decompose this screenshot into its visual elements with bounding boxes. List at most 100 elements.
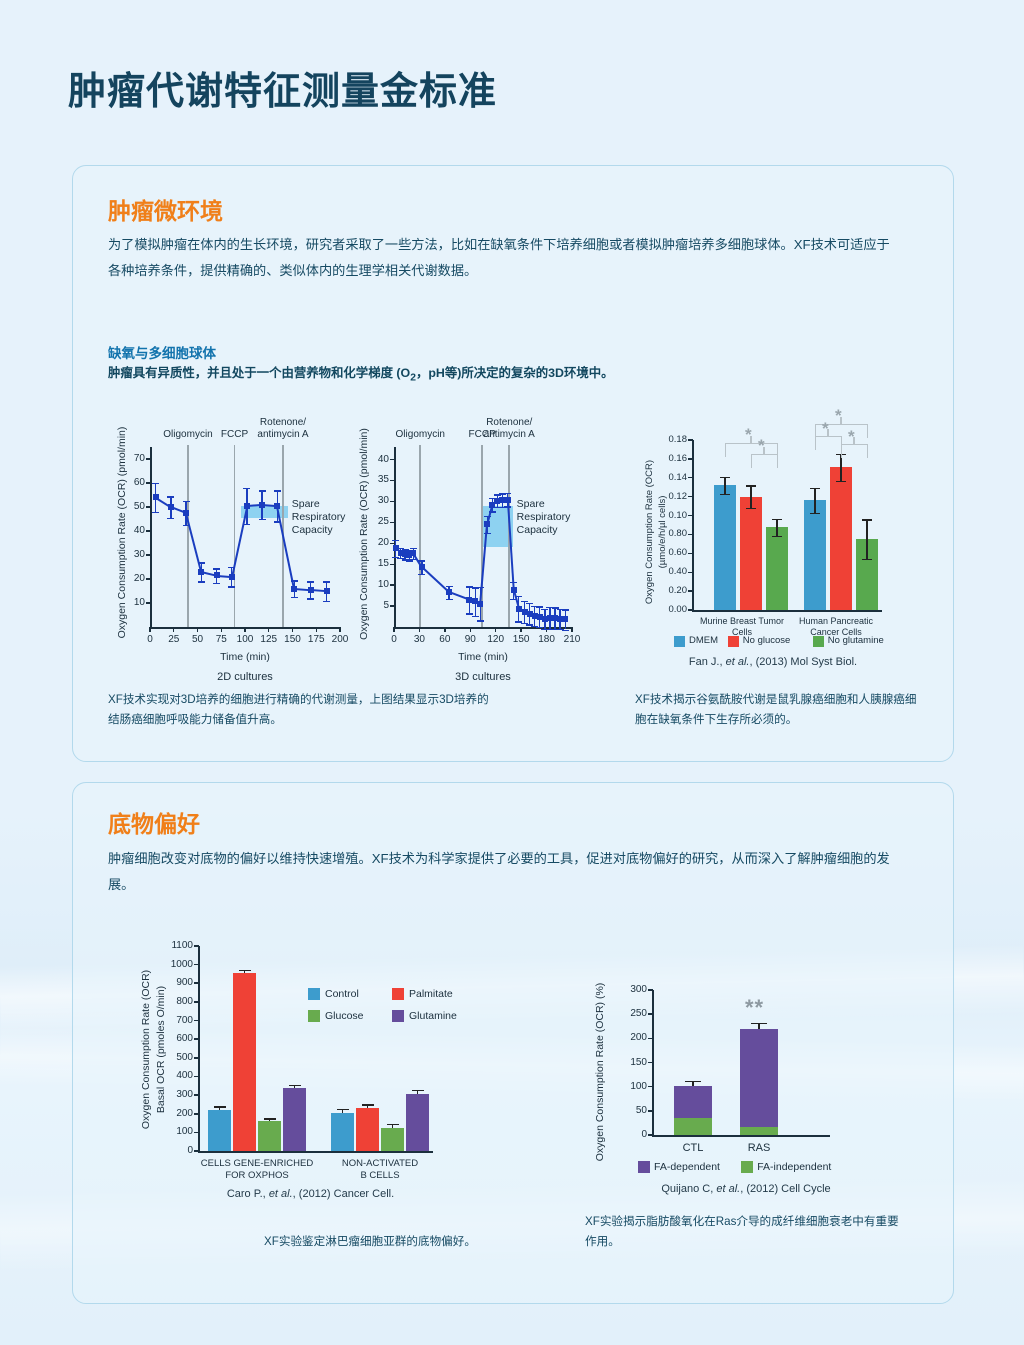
drug-injection-line — [187, 445, 189, 627]
y-tick-mark — [688, 514, 693, 517]
y-tick-label: 10 — [377, 579, 389, 591]
bar-segment-fa-independent — [740, 1126, 778, 1135]
error-cap — [401, 559, 409, 561]
y-tick-mark — [194, 1112, 199, 1115]
section-card-tumor-microenvironment — [72, 165, 954, 762]
error-cap — [258, 490, 266, 492]
error-cap — [307, 581, 315, 583]
error-cap — [238, 970, 251, 972]
y-tick-label: 50 — [133, 501, 145, 512]
y-tick-label: 20 — [133, 573, 145, 584]
error-bar — [366, 1104, 369, 1108]
error-cap — [471, 615, 479, 618]
y-tick-mark — [390, 500, 395, 503]
data-point — [489, 501, 496, 508]
y-tick-mark — [688, 571, 693, 573]
error-cap — [401, 549, 409, 551]
error-cap — [411, 1090, 424, 1092]
x-tick-mark — [244, 627, 246, 632]
error-cap — [536, 606, 544, 608]
y-tick-mark — [648, 989, 653, 991]
error-bar — [692, 1080, 694, 1086]
y-tick-label: 300 — [176, 1089, 193, 1101]
x-tick-label: 125 — [260, 634, 278, 645]
data-point — [536, 613, 543, 620]
sig-bracket-leg — [815, 424, 817, 438]
chart5-ylabel: Oxygen Consumption Rate (OCR) (%) — [594, 982, 606, 1162]
y-tick-mark — [648, 1134, 653, 1136]
y-tick-mark — [688, 477, 693, 479]
y-tick-mark — [146, 554, 151, 556]
y-tick-label: 0 — [187, 1145, 193, 1156]
error-cap — [228, 567, 236, 569]
x-tick-mark — [315, 627, 317, 632]
error-cap — [243, 487, 251, 490]
error-bar — [341, 1108, 344, 1114]
data-point — [323, 588, 330, 594]
error-cap — [445, 598, 453, 601]
error-cap — [167, 496, 175, 498]
section-card-substrate-preference — [72, 782, 954, 1304]
data-point — [213, 572, 220, 579]
sig-bracket-leg — [841, 436, 843, 450]
y-tick-label: 400 — [176, 1070, 193, 1082]
y-tick-mark — [390, 479, 395, 482]
y-tick-mark — [688, 439, 693, 441]
error-bar — [758, 1022, 760, 1029]
error-cap — [488, 511, 496, 513]
y-axis — [692, 440, 694, 610]
error-bar — [750, 485, 752, 508]
data-point — [402, 551, 409, 558]
sig-bracket-leg — [867, 424, 869, 438]
x-tick-mark — [418, 627, 421, 632]
error-bar — [268, 1118, 271, 1121]
y-tick-label: 40 — [377, 453, 389, 465]
y-tick-label: 10 — [133, 597, 145, 608]
error-cap — [498, 506, 506, 509]
y-tick-label: 0.20 — [668, 585, 688, 597]
error-cap — [476, 586, 484, 589]
significance-star: * — [758, 436, 765, 455]
x-axis-label: Time (min) — [220, 651, 270, 663]
data-point — [198, 568, 205, 575]
significance-star: * — [835, 406, 842, 425]
error-cap — [213, 568, 220, 570]
spare-respiratory-capacity-box — [241, 505, 288, 518]
y-tick-label: 40 — [133, 525, 145, 536]
significance-star: * — [848, 427, 855, 446]
data-point — [552, 615, 559, 622]
error-cap — [228, 586, 236, 588]
bar — [740, 496, 762, 610]
x-tick-label: 150 — [284, 634, 301, 645]
y-tick-mark — [648, 1110, 653, 1112]
y-tick-label: 60 — [133, 477, 145, 488]
data-point — [152, 494, 159, 501]
x-tick-label: 50 — [191, 634, 204, 645]
drug-injection-line — [419, 445, 422, 627]
error-bar — [776, 518, 778, 536]
y-tick-mark — [194, 982, 199, 985]
sig-bracket — [815, 424, 867, 426]
error-bar — [724, 476, 726, 494]
chart-3d-cultures: Oxygen Consumption Rate (OCR) (pmol/min)… — [350, 415, 620, 683]
error-cap — [862, 519, 872, 521]
y-tick-mark — [194, 1057, 199, 1059]
error-bar — [243, 970, 246, 973]
drug-label: FCCP — [220, 429, 249, 440]
sig-bracket — [751, 454, 777, 456]
y-tick-mark — [146, 530, 151, 532]
y-axis — [150, 447, 152, 627]
x-tick-label: 60 — [439, 634, 451, 645]
error-cap — [504, 493, 512, 495]
x-axis — [394, 627, 572, 629]
y-tick-mark — [390, 584, 395, 586]
y-tick-label: 0.18 — [668, 434, 688, 445]
chart-2d-cultures: Oxygen Consumption Rate (OCR) (pmol/min)… — [108, 415, 358, 683]
x-tick-label: 0 — [147, 634, 153, 645]
data-point — [562, 616, 569, 623]
error-cap — [445, 585, 453, 587]
error-cap — [397, 557, 405, 560]
sig-bracket-leg — [815, 436, 817, 450]
error-cap — [361, 1104, 374, 1106]
